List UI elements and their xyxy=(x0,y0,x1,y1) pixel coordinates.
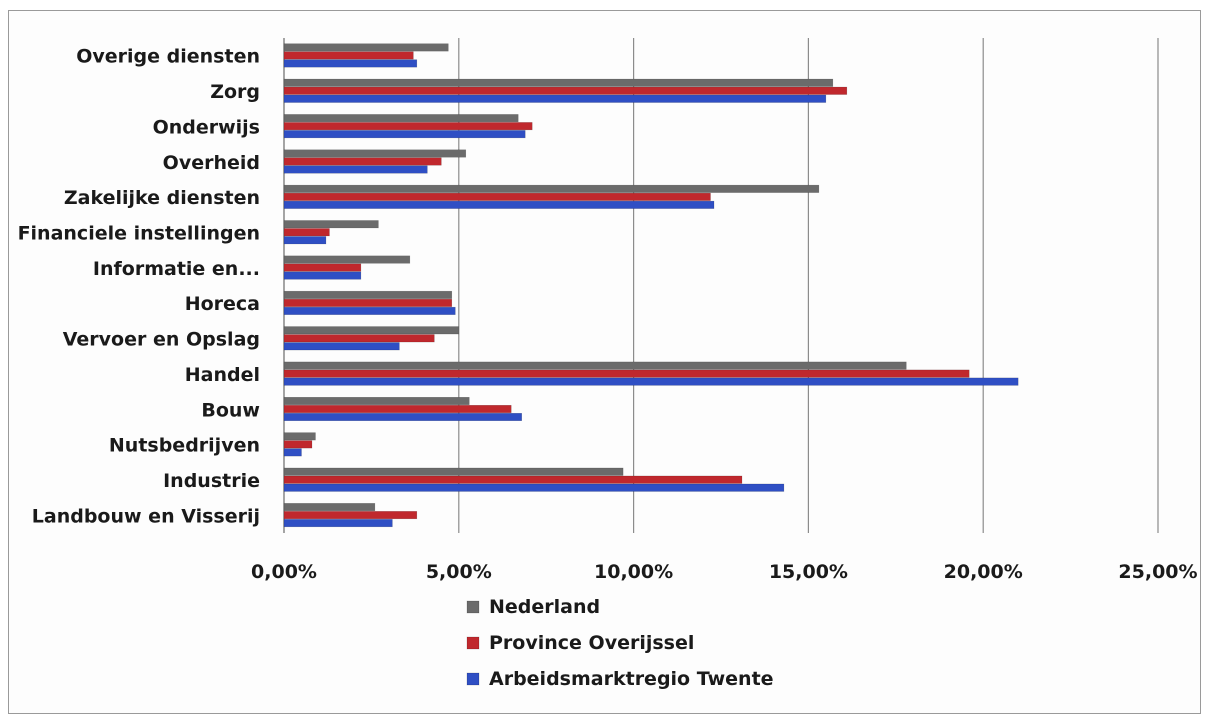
bar-arbeidsmarktregio-twente xyxy=(283,483,785,492)
bar-arbeidsmarktregio-twente xyxy=(283,130,526,139)
legend-label: Arbeidsmarktregio Twente xyxy=(489,668,774,690)
x-tick-label: 25,00% xyxy=(1118,561,1197,583)
bar-arbeidsmarktregio-twente xyxy=(283,448,302,457)
bar-province-overijssel xyxy=(283,86,848,95)
bar-nederland xyxy=(283,503,376,512)
category-label: Industrie xyxy=(163,470,260,492)
bar-arbeidsmarktregio-twente xyxy=(283,200,715,209)
category-label: Financiele instellingen xyxy=(18,222,260,244)
category-label: Zorg xyxy=(210,81,260,103)
legend-label: Nederland xyxy=(489,596,600,618)
bar-province-overijssel xyxy=(283,263,362,272)
bar-arbeidsmarktregio-twente xyxy=(283,519,393,528)
category-label: Landbouw en Visserij xyxy=(32,505,260,527)
bar-nederland xyxy=(283,149,467,158)
legend-swatch xyxy=(466,636,480,650)
bar-nederland xyxy=(283,432,316,441)
category-label: Zakelijke diensten xyxy=(64,187,260,209)
bar-province-overijssel xyxy=(283,369,970,378)
bar-nederland xyxy=(283,361,907,370)
bar-province-overijssel xyxy=(283,334,435,343)
bar-nederland xyxy=(283,397,470,405)
category-label: Bouw xyxy=(201,399,260,421)
bar-province-overijssel xyxy=(283,511,418,520)
bar-arbeidsmarktregio-twente xyxy=(283,271,362,280)
x-tick-label: 10,00% xyxy=(594,561,673,583)
bar-province-overijssel xyxy=(283,51,414,60)
category-label: Vervoer en Opslag xyxy=(63,329,260,351)
bar-arbeidsmarktregio-twente xyxy=(283,377,1019,386)
bar-arbeidsmarktregio-twente xyxy=(283,165,428,174)
bar-province-overijssel xyxy=(283,298,453,307)
legend-label: Province Overijssel xyxy=(489,632,694,654)
legend-swatch xyxy=(466,672,480,686)
bar-nederland xyxy=(283,220,379,229)
bar-province-overijssel xyxy=(283,228,330,237)
bar-nederland xyxy=(283,184,820,193)
x-tick-label: 20,00% xyxy=(944,561,1023,583)
bar-nederland xyxy=(283,43,449,52)
bar-province-overijssel xyxy=(283,405,512,413)
category-label: Handel xyxy=(185,364,260,386)
bar-province-overijssel xyxy=(283,475,743,484)
bar-arbeidsmarktregio-twente xyxy=(283,59,418,68)
bar-province-overijssel xyxy=(283,192,711,201)
bar-arbeidsmarktregio-twente xyxy=(283,236,327,245)
category-label: Onderwijs xyxy=(153,116,260,138)
bar-arbeidsmarktregio-twente xyxy=(283,94,827,103)
x-tick-label: 15,00% xyxy=(769,561,848,583)
bar-province-overijssel xyxy=(283,122,533,131)
category-label: Informatie en... xyxy=(93,258,260,280)
bar-province-overijssel xyxy=(283,440,313,449)
bar-nederland xyxy=(283,326,460,335)
legend-swatch xyxy=(466,600,480,614)
category-label: Horeca xyxy=(185,293,260,315)
bar-nederland xyxy=(283,114,519,123)
bar-province-overijssel xyxy=(283,157,442,166)
category-label: Overige diensten xyxy=(76,46,260,68)
category-label: Nutsbedrijven xyxy=(109,435,260,457)
bar-nederland xyxy=(283,290,453,299)
x-tick-label: 0,00% xyxy=(251,561,317,583)
bar-nederland xyxy=(283,78,834,87)
bar-arbeidsmarktregio-twente xyxy=(283,306,456,315)
category-label: Overheid xyxy=(163,152,260,174)
bar-arbeidsmarktregio-twente xyxy=(283,413,522,421)
bar-nederland xyxy=(283,255,411,264)
x-tick-label: 5,00% xyxy=(426,561,492,583)
bar-arbeidsmarktregio-twente xyxy=(283,342,400,351)
bar-nederland xyxy=(283,467,624,476)
